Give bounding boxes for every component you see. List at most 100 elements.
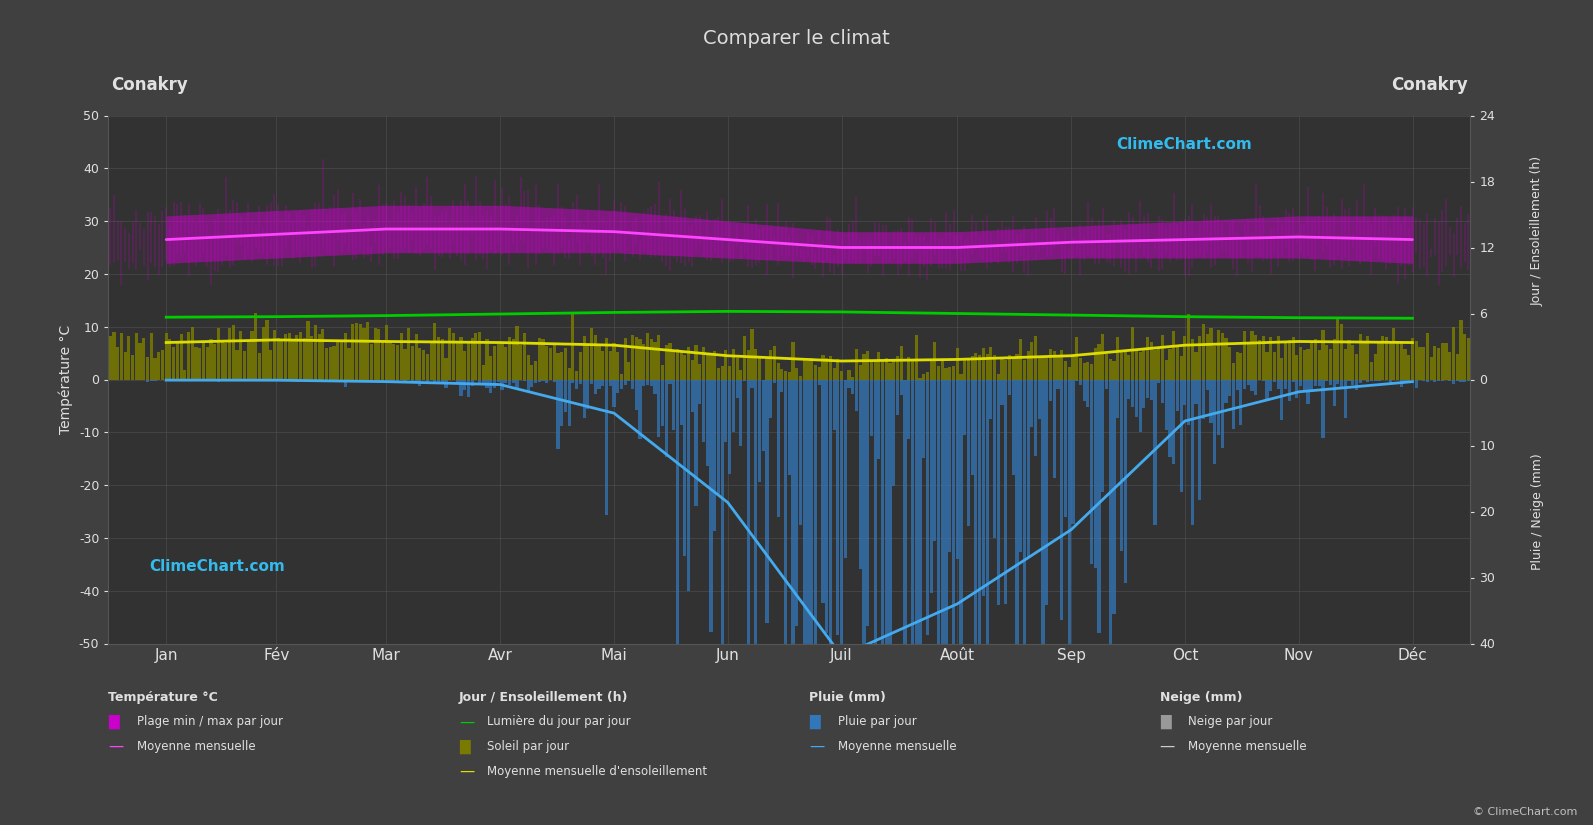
Bar <box>1012 358 1015 380</box>
Bar <box>687 380 690 592</box>
Bar <box>1243 380 1246 389</box>
Bar <box>1176 346 1179 380</box>
Bar <box>1228 347 1231 380</box>
Bar <box>970 380 973 475</box>
Bar <box>492 346 495 380</box>
Text: █: █ <box>108 714 119 729</box>
Bar <box>642 344 645 380</box>
Bar <box>328 347 331 380</box>
Bar <box>527 355 530 380</box>
Bar <box>280 341 284 380</box>
Bar <box>967 380 970 526</box>
Bar <box>1139 380 1142 431</box>
Bar <box>986 355 989 380</box>
Bar <box>378 329 381 380</box>
Bar <box>1344 349 1348 380</box>
Bar <box>1179 356 1182 380</box>
Bar <box>1440 380 1443 381</box>
Bar <box>1117 380 1120 418</box>
Bar <box>698 380 701 404</box>
Bar <box>956 348 959 380</box>
Bar <box>158 351 161 380</box>
Bar <box>542 339 545 380</box>
Bar <box>933 342 937 380</box>
Bar <box>594 380 597 394</box>
Bar <box>922 380 926 459</box>
Bar <box>870 362 873 380</box>
Bar <box>519 345 523 380</box>
Bar <box>213 344 217 380</box>
Bar <box>911 380 914 739</box>
Bar <box>1142 348 1145 380</box>
Bar <box>1214 380 1217 464</box>
Bar <box>1120 350 1123 380</box>
Bar <box>1273 351 1276 380</box>
Bar <box>328 380 331 381</box>
Bar <box>959 380 962 668</box>
Bar <box>1370 362 1373 380</box>
Bar <box>981 380 984 596</box>
Bar <box>978 355 981 380</box>
Bar <box>339 341 342 380</box>
Bar <box>478 332 481 380</box>
Bar <box>1000 357 1004 380</box>
Bar <box>1303 351 1306 380</box>
Bar <box>765 380 768 623</box>
Bar <box>228 328 231 380</box>
Bar <box>381 380 384 381</box>
Bar <box>717 368 720 380</box>
Bar <box>1437 380 1440 381</box>
Bar <box>1026 380 1029 557</box>
Bar <box>411 380 414 383</box>
Bar <box>1117 337 1120 380</box>
Bar <box>1128 355 1131 380</box>
Bar <box>811 380 814 657</box>
Bar <box>620 380 623 389</box>
Bar <box>244 351 245 380</box>
Bar <box>553 380 556 382</box>
Bar <box>645 332 648 380</box>
Bar <box>1048 349 1051 380</box>
Bar <box>1373 380 1376 381</box>
Bar <box>452 333 456 380</box>
Bar <box>186 332 190 380</box>
Bar <box>1220 380 1223 448</box>
Bar <box>198 380 201 381</box>
Bar <box>661 380 664 426</box>
Bar <box>992 380 996 539</box>
Bar <box>467 342 470 380</box>
Bar <box>459 337 462 380</box>
Bar <box>892 380 895 486</box>
Bar <box>1128 380 1131 398</box>
Bar <box>1206 333 1209 380</box>
Bar <box>1123 380 1126 583</box>
Bar <box>833 380 836 430</box>
Bar <box>742 380 746 381</box>
Bar <box>642 380 645 386</box>
Bar <box>456 380 459 383</box>
Bar <box>937 366 940 380</box>
Text: Neige par jour: Neige par jour <box>1188 715 1273 728</box>
Bar <box>1184 336 1187 380</box>
Bar <box>1176 380 1179 411</box>
Bar <box>703 347 706 380</box>
Bar <box>847 380 851 389</box>
Bar <box>1086 380 1090 407</box>
Bar <box>355 323 358 380</box>
Text: ClimeChart.com: ClimeChart.com <box>1117 137 1252 152</box>
Bar <box>583 336 586 380</box>
Bar <box>803 359 806 380</box>
Bar <box>1407 380 1410 381</box>
Bar <box>564 380 567 412</box>
Bar <box>295 380 298 382</box>
Bar <box>430 342 433 380</box>
Bar <box>1284 342 1287 380</box>
Text: Moyenne mensuelle d'ensoleillement: Moyenne mensuelle d'ensoleillement <box>487 765 707 778</box>
Bar <box>930 360 933 380</box>
Bar <box>534 380 537 383</box>
Text: ClimeChart.com: ClimeChart.com <box>150 559 285 574</box>
Bar <box>948 367 951 380</box>
Bar <box>851 377 854 380</box>
Bar <box>575 371 578 380</box>
Bar <box>288 333 292 380</box>
